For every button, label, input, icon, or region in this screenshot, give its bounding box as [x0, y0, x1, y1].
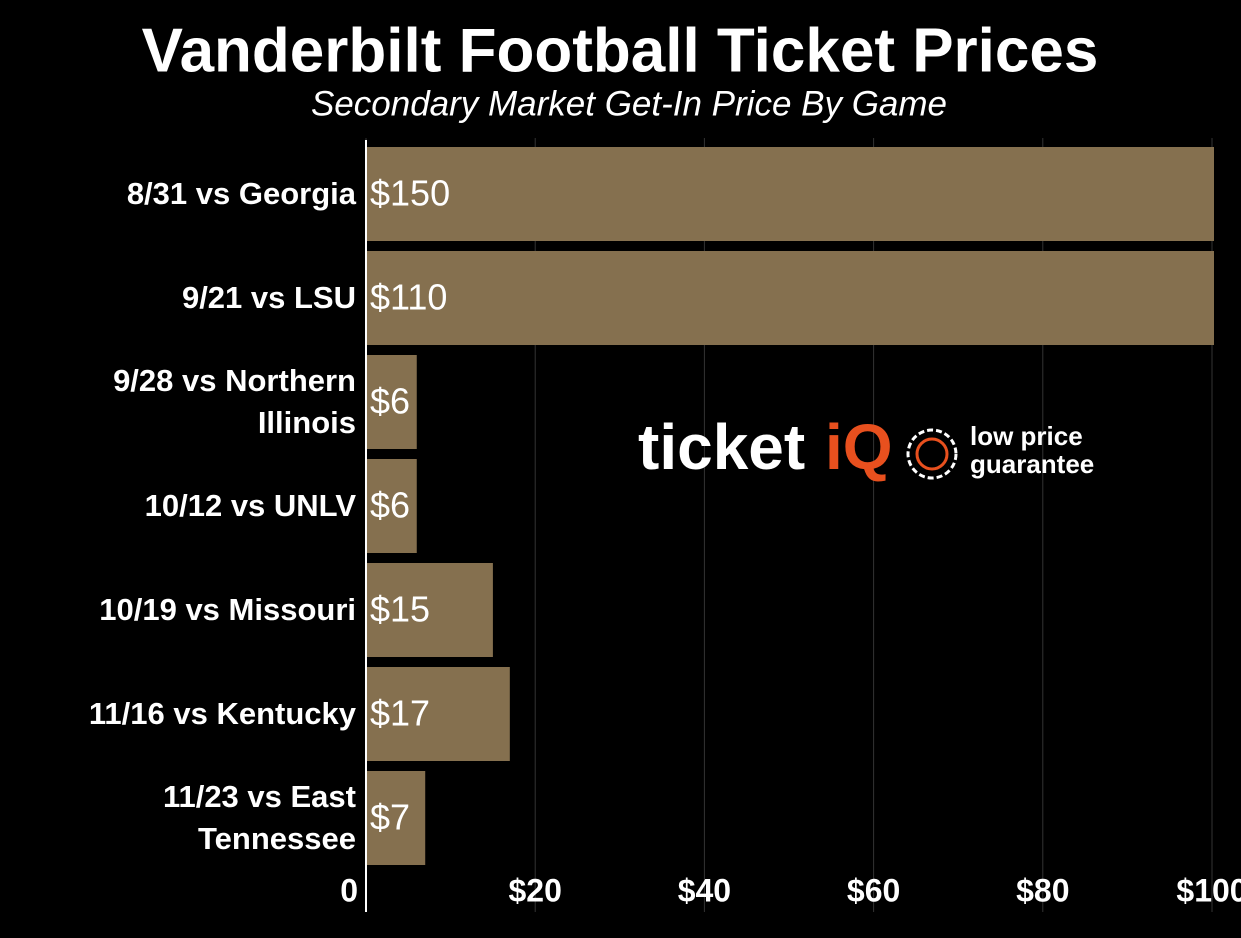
category-label: 11/23 vs East Tennessee	[162, 779, 356, 856]
value-label: $17	[370, 693, 430, 734]
x-tick-label: 0	[340, 872, 358, 908]
bar	[366, 251, 1214, 345]
category-label: 10/19 vs Missouri	[99, 592, 356, 627]
logo-word: ticket	[638, 411, 805, 483]
category-label: 8/31 vs Georgia	[126, 176, 356, 211]
logo-tagline: guarantee	[970, 449, 1094, 479]
x-tick-label: $40	[678, 872, 731, 908]
value-label: $150	[370, 173, 450, 214]
bar	[366, 667, 510, 761]
bar	[366, 459, 417, 553]
logo-mark: iQ	[825, 411, 893, 483]
value-label: $110	[370, 277, 447, 318]
category-label: 9/28 vs Northern Illinois	[113, 363, 356, 440]
x-tick-label: $60	[847, 872, 900, 908]
value-label: $6	[370, 381, 410, 422]
watermark: ticket iQ low price guarantee	[638, 411, 1094, 483]
bar	[366, 355, 417, 449]
category-label: 9/21 vs LSU	[181, 280, 356, 315]
chart-title: Vanderbilt Football Ticket Prices	[142, 16, 1099, 85]
x-tick-label: $100	[1176, 872, 1241, 908]
value-label: $6	[370, 485, 410, 526]
category-label: 10/12 vs UNLV	[144, 488, 356, 523]
category-label: 11/16 vs Kentucky	[88, 696, 356, 731]
bar	[366, 147, 1214, 241]
value-label: $7	[370, 797, 410, 838]
logo-badge	[906, 428, 958, 480]
value-label: $15	[370, 589, 430, 630]
bar	[366, 771, 426, 865]
logo-tagline: low price	[970, 421, 1083, 451]
bar	[366, 563, 493, 657]
chart-subtitle: Secondary Market Get-In Price By Game	[311, 84, 947, 123]
x-tick-label: $20	[509, 872, 562, 908]
x-tick-label: $80	[1016, 872, 1069, 908]
